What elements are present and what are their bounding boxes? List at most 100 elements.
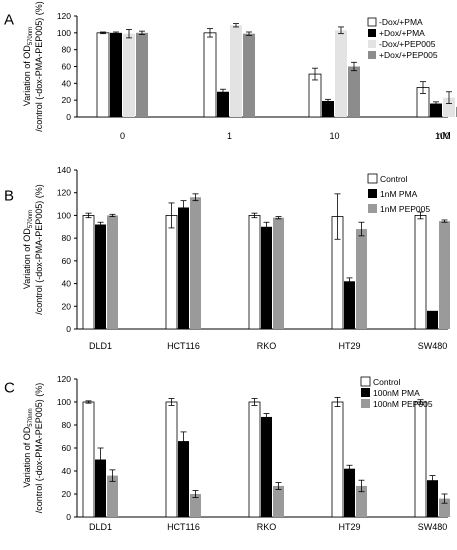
bar-control bbox=[248, 215, 261, 330]
y-tick-label: 120 bbox=[57, 374, 71, 384]
x-tick-label: HT29 bbox=[338, 522, 360, 532]
bar-100nm-pma bbox=[178, 441, 189, 517]
bar-1nm-pep005 bbox=[107, 215, 118, 329]
y-tick-label: 100 bbox=[57, 210, 71, 220]
bar-1nm-pma bbox=[344, 281, 355, 329]
y-axis-label-prefix: Variation of OD bbox=[22, 426, 32, 487]
bar-1nm-pep005 bbox=[439, 221, 450, 329]
y-tick-label: 0 bbox=[66, 324, 71, 334]
bar-control bbox=[165, 215, 178, 330]
bar-1nm-pep005 bbox=[190, 197, 201, 329]
legend-label: +Dox/+PMA bbox=[379, 28, 425, 38]
bar-dox-pma bbox=[308, 73, 322, 118]
bar-dox-pma bbox=[110, 32, 122, 118]
y-tick-label: 20 bbox=[62, 301, 72, 311]
legend-swatch bbox=[361, 388, 370, 397]
y-tick-label: 20 bbox=[62, 95, 72, 105]
x-tick-label: DLD1 bbox=[89, 341, 112, 351]
bar-1nm-pma bbox=[178, 207, 189, 329]
bar-dox-pep005 bbox=[123, 33, 135, 117]
bar-control bbox=[248, 401, 261, 518]
bar-control bbox=[82, 401, 95, 518]
legend-swatch bbox=[368, 40, 376, 48]
bar-100nm-pep005 bbox=[356, 485, 367, 517]
y-axis-label-subscript: 570nm bbox=[28, 210, 34, 228]
y-tick-label: 100 bbox=[57, 397, 71, 407]
bar-dox-pep005 bbox=[443, 97, 455, 117]
x-tick-label: 0 bbox=[120, 131, 125, 141]
y-axis-label: Variation of OD570nm bbox=[22, 210, 34, 289]
legend-swatch bbox=[368, 51, 376, 59]
y-tick-label: 0 bbox=[66, 112, 71, 122]
y-tick-label: 40 bbox=[62, 78, 72, 88]
y-axis-label-subscript: 570nm bbox=[28, 408, 34, 426]
legend-label: 100nM PEP005 bbox=[373, 399, 433, 409]
bar-100nm-pma bbox=[344, 468, 355, 517]
y-axis-label-subscript: 570nm bbox=[28, 27, 34, 45]
bar-100nm-pma bbox=[427, 480, 438, 517]
y-tick-label: 60 bbox=[62, 443, 72, 453]
y-tick-label: 60 bbox=[62, 62, 72, 72]
x-tick-label: HCT116 bbox=[167, 522, 200, 532]
bar-control bbox=[82, 215, 95, 330]
y-axis-label-prefix: Variation of OD bbox=[22, 228, 32, 289]
legend-label: -Dox/+PEP005 bbox=[379, 39, 436, 49]
bar-100nm-pep005 bbox=[107, 475, 118, 517]
x-tick-label: 10 bbox=[329, 131, 339, 141]
y-tick-label: 40 bbox=[62, 466, 72, 476]
x-tick-label: DLD1 bbox=[89, 522, 112, 532]
y-tick-label: 140 bbox=[57, 165, 71, 175]
bar-100nm-pep005 bbox=[439, 498, 450, 517]
bar-dox-pma bbox=[203, 32, 217, 118]
y-tick-label: 80 bbox=[62, 45, 72, 55]
x-unit-label: nM bbox=[437, 131, 451, 142]
bar-dox-pep005 bbox=[348, 66, 360, 117]
legend-label: Control bbox=[380, 174, 408, 184]
y-axis-label-prefix: Variation of OD bbox=[22, 45, 32, 106]
legend-label: 1nM PEP005 bbox=[380, 204, 430, 214]
bar-1nm-pma bbox=[261, 226, 272, 329]
y-tick-label: 80 bbox=[62, 233, 72, 243]
legend-label: +Dox/+PEP005 bbox=[379, 50, 438, 60]
y-tick-label: 40 bbox=[62, 279, 72, 289]
legend-swatch bbox=[360, 376, 371, 387]
x-tick-label: 1 bbox=[227, 131, 232, 141]
bar-100nm-pep005 bbox=[273, 485, 284, 517]
x-tick-label: SW480 bbox=[418, 341, 448, 351]
x-tick-label: HT29 bbox=[338, 341, 360, 351]
legend-swatch bbox=[361, 399, 370, 408]
bar-100nm-pep005 bbox=[190, 494, 201, 517]
x-tick-label: SW480 bbox=[418, 522, 448, 532]
y-axis-label-line2: /control (-dox-PMA-PEP005) (%) bbox=[34, 383, 44, 514]
legend-label: 100nM PMA bbox=[373, 388, 420, 398]
bar-100nm-pma bbox=[261, 416, 272, 517]
bar-control bbox=[414, 215, 427, 330]
bar-dox-pma bbox=[217, 91, 229, 117]
y-axis-label-line2: /control (-dox-PMA-PEP005) (%) bbox=[34, 1, 44, 132]
bar-100nm-pma bbox=[95, 459, 106, 517]
bar-dox-pep005 bbox=[230, 25, 242, 118]
y-axis-label: Variation of OD570nm bbox=[22, 27, 34, 106]
bar-1nm-pma bbox=[95, 224, 106, 329]
panel-label: C bbox=[4, 379, 15, 396]
y-axis-label-line2: /control (-dox-PMA-PEP005) (%) bbox=[34, 184, 44, 315]
panel-label: B bbox=[4, 187, 14, 204]
legend-swatch bbox=[367, 17, 377, 27]
y-tick-label: 120 bbox=[57, 11, 71, 21]
bar-control bbox=[331, 401, 344, 518]
bar-control bbox=[414, 401, 427, 518]
x-tick-label: 100 bbox=[435, 131, 450, 141]
bar-dox-pma bbox=[322, 101, 334, 117]
y-tick-label: 60 bbox=[62, 256, 72, 266]
legend-label: -Dox/+PMA bbox=[379, 17, 423, 27]
legend-swatch bbox=[368, 204, 377, 213]
panel-a: A Variation of OD570nm/control (-dox-PMA-… bbox=[4, 1, 457, 142]
x-tick-label: RKO bbox=[257, 341, 277, 351]
y-tick-label: 100 bbox=[57, 28, 71, 38]
bar-1nm-pep005 bbox=[356, 229, 367, 329]
legend-swatch bbox=[368, 29, 376, 37]
y-tick-label: 20 bbox=[62, 489, 72, 499]
legend-label: 1nM PMA bbox=[380, 189, 418, 199]
bar-dox-pma bbox=[430, 103, 442, 117]
